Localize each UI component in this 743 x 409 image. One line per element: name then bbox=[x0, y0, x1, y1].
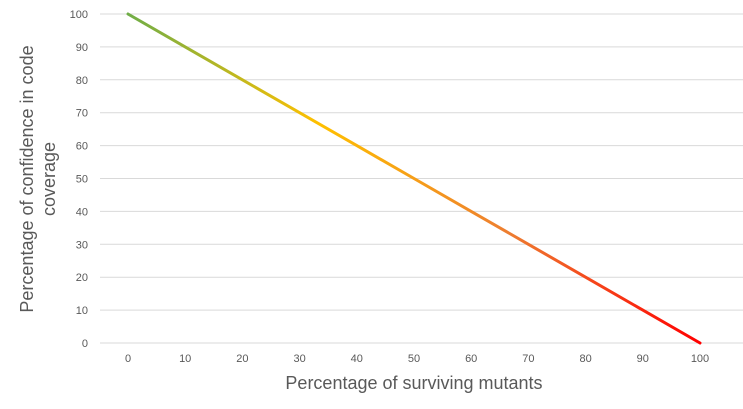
y-axis-title-line: Percentage of confidence in code bbox=[17, 45, 37, 312]
gridlines bbox=[100, 13, 743, 344]
x-axis-title: Percentage of surviving mutants bbox=[285, 373, 542, 393]
x-tick-label: 80 bbox=[579, 353, 591, 365]
y-axis-title-text: Percentage of confidence in code coverage bbox=[17, 45, 59, 312]
y-tick-label: 50 bbox=[76, 174, 88, 186]
x-tick-label: 20 bbox=[236, 353, 248, 365]
x-tick-label: 30 bbox=[293, 353, 305, 365]
y-tick-label: 20 bbox=[76, 272, 88, 284]
series bbox=[126, 12, 702, 345]
x-tick-label: 70 bbox=[522, 353, 534, 365]
y-tick-label: 60 bbox=[76, 141, 88, 153]
x-axis-ticks: 0 10 20 30 40 50 60 70 80 90 100 bbox=[125, 353, 709, 365]
y-axis-title-line: coverage bbox=[39, 142, 59, 216]
series-line bbox=[126, 12, 702, 345]
x-tick-label: 90 bbox=[637, 353, 649, 365]
y-tick-label: 90 bbox=[76, 42, 88, 54]
y-tick-label: 30 bbox=[76, 239, 88, 251]
x-tick-label: 10 bbox=[179, 353, 191, 365]
y-tick-label: 70 bbox=[76, 108, 88, 120]
y-tick-label: 10 bbox=[76, 305, 88, 317]
y-axis-title: Percentage of confidence in code coverage bbox=[17, 45, 59, 312]
x-tick-label: 100 bbox=[691, 353, 709, 365]
y-tick-label: 100 bbox=[70, 9, 88, 21]
y-tick-label: 40 bbox=[76, 206, 88, 218]
y-tick-label: 0 bbox=[82, 338, 88, 350]
y-axis-ticks: 0 10 20 30 40 50 60 70 80 90 100 bbox=[70, 9, 88, 350]
x-tick-label: 40 bbox=[351, 353, 363, 365]
x-tick-label: 0 bbox=[125, 353, 131, 365]
y-tick-label: 80 bbox=[76, 75, 88, 87]
x-tick-label: 60 bbox=[465, 353, 477, 365]
x-tick-label: 50 bbox=[408, 353, 420, 365]
